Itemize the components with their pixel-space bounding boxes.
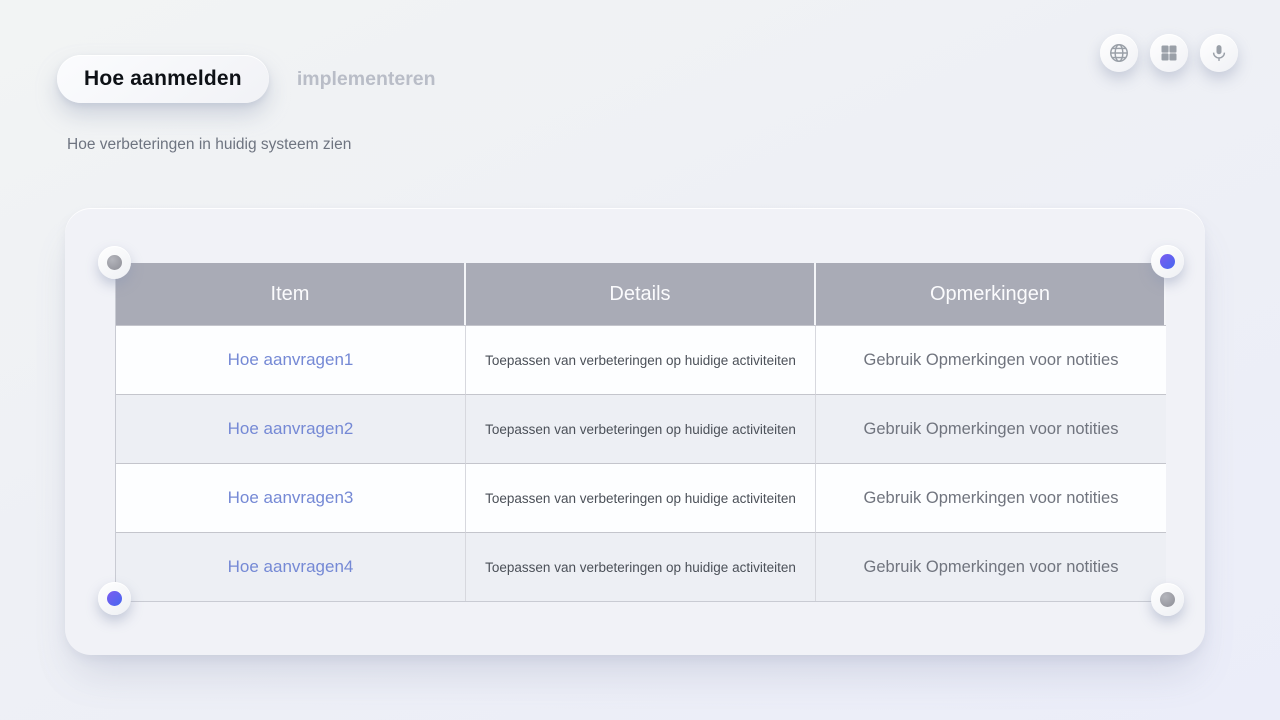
microphone-button[interactable] <box>1200 34 1238 72</box>
globe-icon <box>1108 42 1130 64</box>
resize-handle-top-left[interactable] <box>98 246 131 279</box>
resize-handle-top-right[interactable] <box>1151 245 1184 278</box>
table-row-4-notes: Gebruik Opmerkingen voor notities <box>816 532 1166 601</box>
handle-dot-gray <box>107 255 122 270</box>
column-header-details: Details <box>466 263 816 325</box>
subtitle-text: Hoe verbeteringen in huidig systeem zien <box>67 136 352 153</box>
table-row-3-details: Toepassen van verbeteringen op huidige a… <box>466 463 816 532</box>
table-row-2-details: Toepassen van verbeteringen op huidige a… <box>466 394 816 463</box>
table-row-1-notes: Gebruik Opmerkingen voor notities <box>816 325 1166 394</box>
handle-dot-gray <box>1160 592 1175 607</box>
table-row-1-item-link[interactable]: Hoe aanvragen1 <box>116 325 466 394</box>
grid-button[interactable] <box>1150 34 1188 72</box>
table-row-3-notes: Gebruik Opmerkingen voor notities <box>816 463 1166 532</box>
table-card: Item Details Opmerkingen Hoe aanvragen1 … <box>65 208 1205 655</box>
table-row-2-notes: Gebruik Opmerkingen voor notities <box>816 394 1166 463</box>
column-header-opmerkingen: Opmerkingen <box>816 263 1166 325</box>
topic-tabs: Hoe aanmelden implementeren <box>57 55 436 103</box>
table-row-4-details: Toepassen van verbeteringen op huidige a… <box>466 532 816 601</box>
globe-button[interactable] <box>1100 34 1138 72</box>
table-row-3-item-link[interactable]: Hoe aanvragen3 <box>116 463 466 532</box>
table-row-1-details: Toepassen van verbeteringen op huidige a… <box>466 325 816 394</box>
microphone-icon <box>1209 43 1229 63</box>
table-widget: Item Details Opmerkingen Hoe aanvragen1 … <box>98 245 1184 616</box>
resize-handle-bottom-left[interactable] <box>98 582 131 615</box>
table-row-2-item-link[interactable]: Hoe aanvragen2 <box>116 394 466 463</box>
grid-icon <box>1159 43 1179 63</box>
tab-implementeren[interactable]: implementeren <box>296 67 436 90</box>
handle-dot-accent <box>107 591 122 606</box>
tab-hoe-aanmelden[interactable]: Hoe aanmelden <box>57 55 269 103</box>
toolbar <box>1100 34 1238 72</box>
handle-dot-accent <box>1160 254 1175 269</box>
table-row-4-item-link[interactable]: Hoe aanvragen4 <box>116 532 466 601</box>
data-table: Item Details Opmerkingen Hoe aanvragen1 … <box>115 263 1166 602</box>
column-header-item: Item <box>116 263 466 325</box>
resize-handle-bottom-right[interactable] <box>1151 583 1184 616</box>
